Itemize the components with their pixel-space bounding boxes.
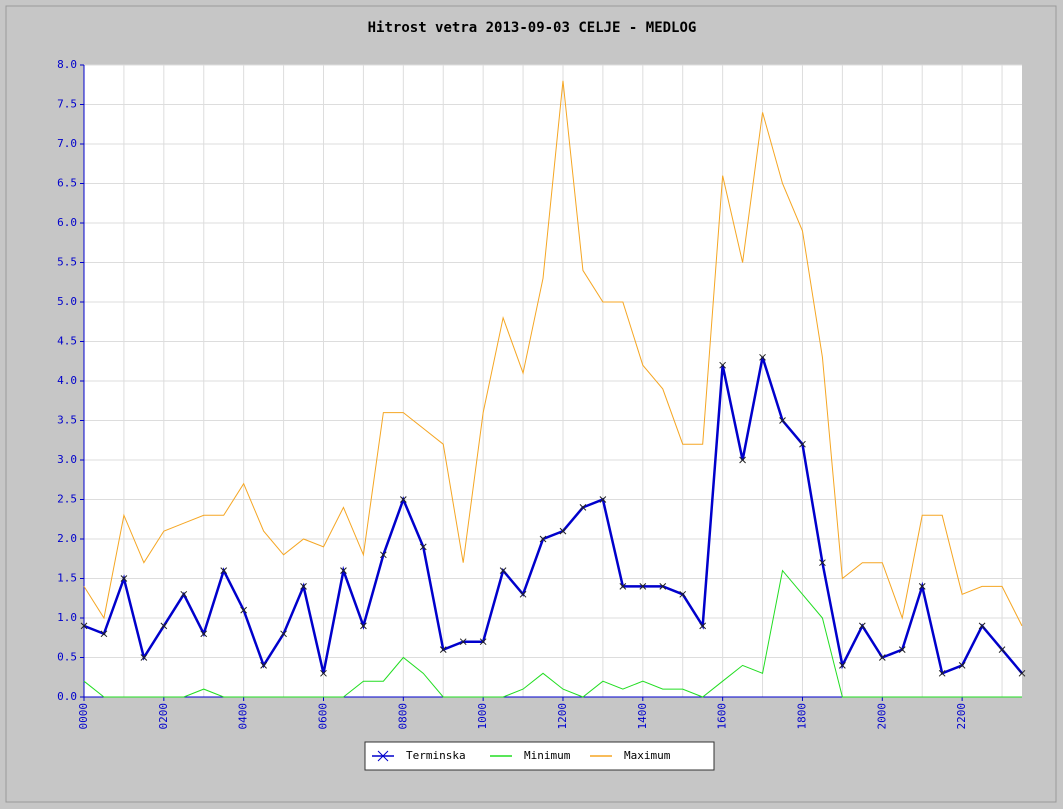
point-marker — [619, 583, 627, 590]
legend-label: Minimum — [524, 749, 571, 762]
point-marker — [260, 662, 267, 669]
point-marker — [699, 622, 707, 630]
y-tick-label: 6.5 — [57, 177, 77, 190]
point-marker — [878, 654, 886, 661]
y-tick-label: 3.0 — [57, 453, 77, 466]
x-tick-label: 1400 — [636, 703, 649, 730]
legend-label: Maximum — [624, 749, 671, 762]
point-marker — [519, 590, 527, 598]
point-marker — [739, 456, 746, 464]
point-marker — [240, 606, 248, 614]
point-marker — [539, 535, 547, 543]
series-line — [83, 356, 1023, 675]
point-marker — [898, 646, 906, 653]
point-marker — [799, 440, 806, 448]
y-tick-label: 3.5 — [57, 414, 77, 427]
point-marker — [399, 496, 407, 503]
point-marker — [819, 559, 826, 567]
x-tick-label: 2200 — [955, 703, 968, 730]
point-marker — [579, 504, 587, 511]
y-tick-label: 5.0 — [57, 295, 77, 308]
point-marker — [120, 575, 128, 582]
point-marker — [938, 669, 946, 677]
point-marker — [779, 417, 786, 424]
point-marker — [958, 662, 966, 669]
point-marker — [419, 543, 427, 551]
y-tick-label: 1.0 — [57, 611, 77, 624]
point-marker — [360, 622, 367, 630]
point-marker — [918, 583, 926, 590]
x-tick-label: 0200 — [157, 703, 170, 730]
point-marker — [858, 622, 866, 630]
point-marker — [380, 551, 387, 559]
y-tick-label: 7.5 — [57, 98, 77, 111]
x-tick-label: 0400 — [237, 703, 250, 730]
series-line — [83, 569, 1022, 698]
point-marker — [140, 654, 148, 661]
y-tick-label: 8.0 — [57, 58, 77, 71]
x-tick-label: 1600 — [716, 703, 729, 730]
point-marker — [978, 622, 986, 630]
x-tick-label: 0600 — [316, 703, 329, 730]
point-marker — [320, 669, 327, 677]
point-marker — [479, 638, 487, 646]
y-tick-label: 5.5 — [57, 256, 77, 269]
point-marker — [340, 567, 347, 574]
point-marker — [180, 590, 188, 598]
point-marker — [459, 638, 467, 646]
y-tick-label: 0.0 — [57, 690, 77, 703]
y-tick-label: 2.5 — [57, 493, 77, 506]
point-marker — [639, 583, 647, 590]
y-tick-label: 4.0 — [57, 374, 77, 387]
point-marker — [1018, 669, 1026, 677]
point-marker — [659, 583, 667, 590]
y-tick-label: 6.0 — [57, 216, 77, 229]
legend-box — [364, 741, 715, 771]
legend: Terminska Minimum Maximum — [364, 741, 715, 771]
series-line — [83, 80, 1023, 627]
x-tick-label: 1200 — [556, 703, 569, 730]
y-tick-label: 0.5 — [57, 651, 77, 664]
point-marker — [220, 567, 228, 574]
legend-marker — [377, 750, 389, 762]
point-marker — [280, 630, 287, 638]
x-tick-label: 0800 — [396, 703, 409, 730]
chart-title: Hitrost vetra 2013-09-03 CELJE - MEDLOG — [368, 20, 697, 36]
legend-label: Terminska — [406, 749, 466, 762]
x-tick-label: 0000 — [77, 703, 90, 730]
point-marker — [300, 583, 307, 590]
point-marker — [439, 646, 447, 653]
point-marker — [599, 496, 607, 503]
point-marker — [839, 662, 846, 669]
point-marker — [200, 630, 208, 638]
y-tick-label: 2.0 — [57, 532, 77, 545]
point-marker — [679, 590, 687, 598]
point-marker — [499, 567, 507, 574]
y-tick-label: 4.5 — [57, 335, 77, 348]
x-tick-label: 1800 — [795, 703, 808, 730]
x-tick-label: 2000 — [875, 703, 888, 730]
point-marker — [759, 353, 766, 361]
x-tick-label: 1000 — [476, 703, 489, 730]
y-tick-label: 1.5 — [57, 572, 77, 585]
point-marker — [559, 527, 567, 535]
point-marker — [80, 622, 88, 630]
point-marker — [719, 361, 726, 369]
point-marker — [998, 646, 1006, 653]
y-tick-label: 7.0 — [57, 137, 77, 150]
point-marker — [160, 622, 168, 630]
point-marker — [100, 630, 108, 638]
